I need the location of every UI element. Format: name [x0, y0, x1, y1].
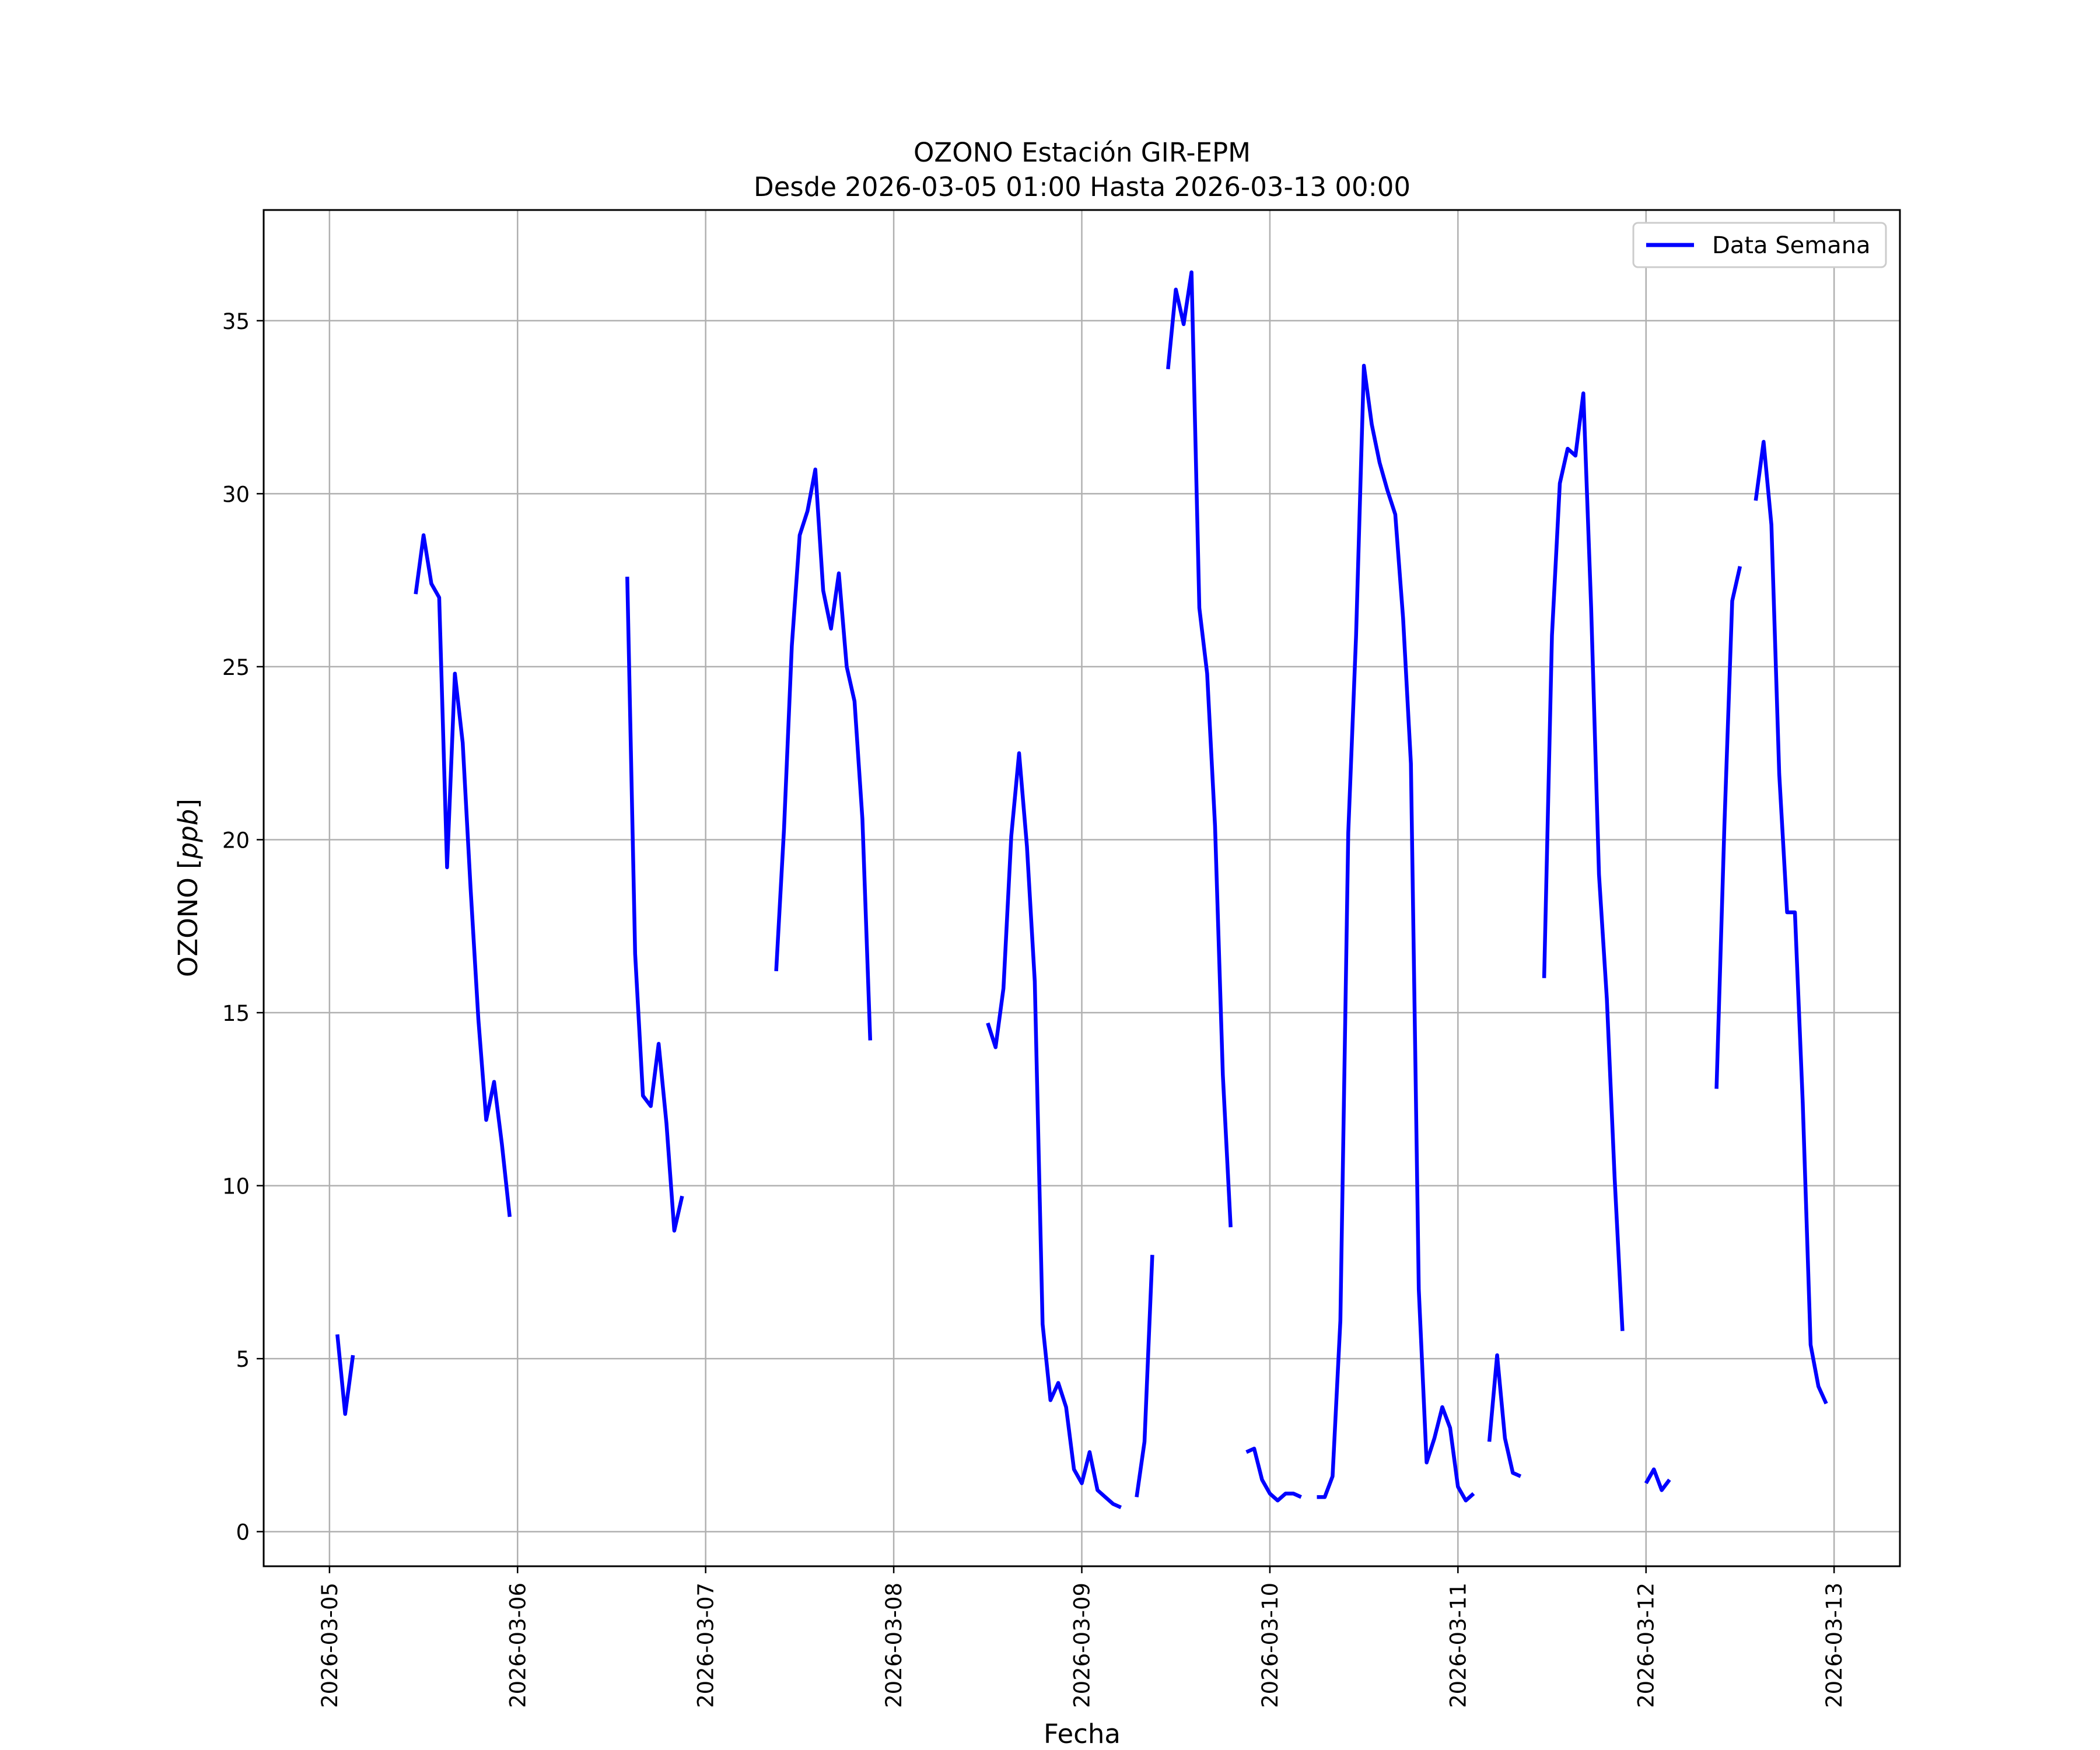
series-segment: [774, 467, 873, 1041]
series-segment: [1487, 1353, 1522, 1478]
grid-lines: [264, 210, 1900, 1566]
y-tick-label: 20: [222, 828, 250, 853]
x-tick-label: 2026-03-08: [881, 1583, 907, 1708]
series-segment: [1714, 566, 1742, 1089]
data-series-line: [335, 270, 1828, 1510]
x-tick-label: 2026-03-11: [1446, 1583, 1471, 1708]
y-tick-label: 35: [222, 309, 250, 334]
y-tick-label: 10: [222, 1174, 250, 1199]
series-segment: [414, 533, 512, 1217]
series-segment: [1245, 1447, 1302, 1503]
y-tick-label: 30: [222, 482, 250, 507]
chart-title: OZONO Estación GIR-EPM: [914, 137, 1251, 168]
y-axis-label-suffix: ]: [173, 799, 204, 809]
legend-box: [1632, 222, 1887, 268]
chart-subtitle: Desde 2026-03-05 01:00 Hasta 2026-03-13 …: [754, 172, 1410, 202]
series-segment: [1317, 363, 1475, 1503]
series-segment: [1644, 1467, 1671, 1492]
series-segment: [625, 576, 684, 1233]
x-tick-label: 2026-03-09: [1070, 1583, 1095, 1708]
x-axis-label-visible: Fecha: [1044, 1718, 1121, 1749]
y-axis-label: OZONO [ppb]: [173, 799, 204, 977]
x-tick-label: 2026-03-12: [1634, 1583, 1659, 1708]
y-tick-label: 5: [236, 1347, 250, 1372]
series-segment: [1754, 440, 1828, 1405]
legend-label-data-semana: Data Semana: [1712, 232, 1871, 259]
y-axis-label-unit: ppb: [173, 809, 204, 860]
x-axis-ticks: 2026-03-05 2026-03-06 2026-03-07 2026-03-08…: [317, 1566, 1847, 1708]
series-segment: [1166, 270, 1233, 1227]
y-tick-label: 0: [236, 1520, 250, 1545]
legend: Data Semana: [1632, 222, 1887, 268]
series-segment: [1542, 391, 1625, 1331]
x-tick-label: 2026-03-05: [317, 1583, 342, 1708]
series-segment: [986, 751, 1122, 1510]
series-segment: [1135, 1255, 1154, 1497]
y-axis-ticks: 0 5 10 15 20 25 30 35: [222, 309, 264, 1545]
y-tick-label: 15: [222, 1001, 250, 1026]
series-segment: [335, 1334, 355, 1416]
y-tick-label: 25: [222, 655, 250, 680]
x-tick-label: 2026-03-10: [1258, 1583, 1283, 1708]
x-tick-label: 2026-03-13: [1822, 1583, 1847, 1708]
x-tick-label: 2026-03-06: [505, 1583, 530, 1708]
y-axis-label-prefix: OZONO [: [173, 859, 204, 977]
x-tick-label: 2026-03-07: [694, 1583, 719, 1708]
